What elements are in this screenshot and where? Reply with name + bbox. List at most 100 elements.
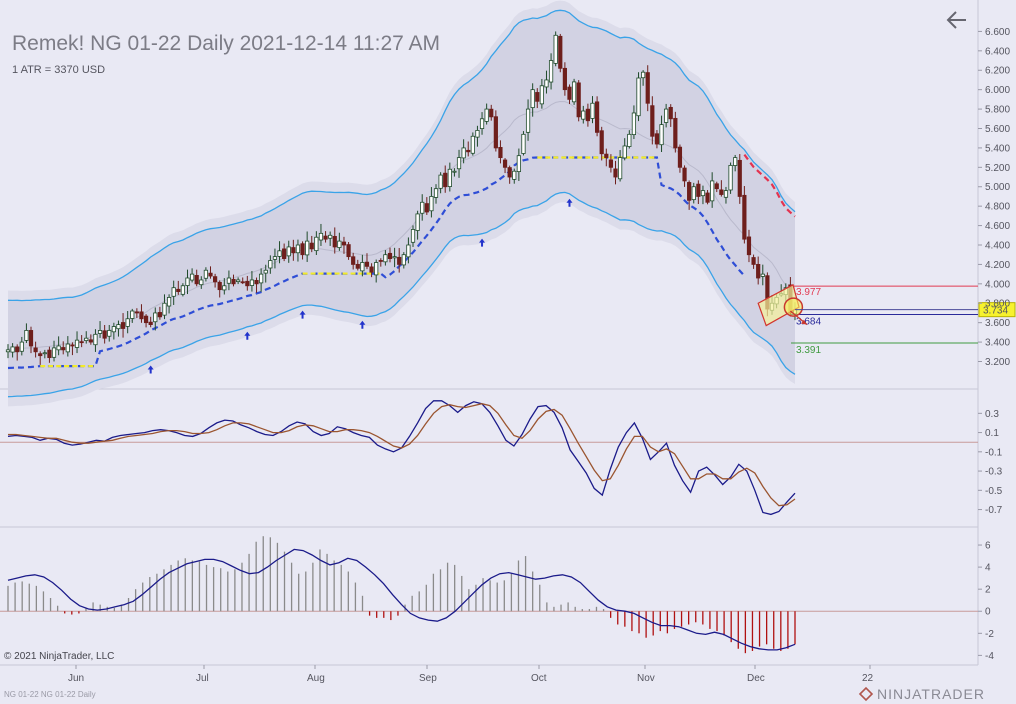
candle-body bbox=[751, 257, 756, 265]
candle-body bbox=[15, 346, 20, 353]
candle-body bbox=[120, 322, 126, 329]
candle-body bbox=[585, 108, 590, 122]
candle-body bbox=[429, 196, 434, 212]
candle-body bbox=[760, 273, 765, 277]
buy-signal-arrow bbox=[359, 320, 366, 329]
candle-body bbox=[461, 147, 466, 159]
candle-body bbox=[42, 352, 47, 355]
candle-body bbox=[346, 244, 351, 258]
price-tick-label: 5.600 bbox=[985, 124, 1010, 135]
candle-body bbox=[530, 89, 535, 109]
candle-body bbox=[240, 281, 245, 284]
candle-body bbox=[79, 341, 84, 344]
buy-signal-arrow bbox=[479, 238, 486, 247]
candle-body bbox=[521, 133, 526, 154]
candle-body bbox=[728, 164, 733, 191]
candle-body bbox=[291, 247, 296, 254]
price-tick-label: 3.600 bbox=[985, 318, 1010, 329]
candle-body bbox=[650, 105, 655, 137]
trailing-stop-down-line bbox=[743, 153, 796, 218]
candle-body bbox=[737, 159, 742, 197]
candle-body bbox=[539, 85, 544, 105]
candle-body bbox=[525, 108, 531, 133]
candle-body bbox=[443, 172, 448, 188]
candle-body bbox=[668, 106, 673, 120]
candle-body bbox=[263, 269, 268, 274]
candle-body bbox=[475, 130, 480, 138]
chart-title: Remek! NG 01-22 Daily 2021-12-14 11:27 A… bbox=[12, 32, 440, 55]
candle-body bbox=[226, 277, 232, 284]
candle-body bbox=[166, 297, 172, 307]
candle-body bbox=[300, 243, 305, 256]
price-tick-label: 5.400 bbox=[985, 143, 1010, 154]
candle-body bbox=[130, 310, 135, 319]
candle-body bbox=[438, 174, 443, 189]
candle-body bbox=[102, 330, 107, 339]
candle-body bbox=[558, 35, 563, 69]
candle-body bbox=[420, 201, 425, 214]
candle-body bbox=[286, 246, 291, 257]
candle-body bbox=[97, 330, 103, 334]
price-level-label: 3.977 bbox=[796, 287, 821, 298]
candle-body bbox=[406, 244, 411, 258]
brand-name: NINJATRADER bbox=[877, 686, 985, 702]
candle-body bbox=[282, 248, 287, 259]
price-tick-label: 6.600 bbox=[985, 27, 1010, 38]
x-tick-label: Jun bbox=[68, 673, 84, 684]
candle-body bbox=[185, 277, 190, 286]
candle-body bbox=[415, 213, 420, 231]
last-price-label: 3.734 bbox=[983, 306, 1008, 317]
candle-body bbox=[47, 349, 52, 359]
candle-body bbox=[608, 159, 614, 168]
candle-body bbox=[5, 349, 11, 353]
candle-body bbox=[208, 272, 213, 277]
candle-body bbox=[710, 180, 715, 202]
candle-body bbox=[687, 182, 692, 201]
candle-body bbox=[392, 256, 397, 259]
price-tick-label: 4.000 bbox=[985, 279, 1010, 290]
candle-body bbox=[153, 312, 158, 323]
candle-body bbox=[194, 275, 199, 285]
candle-body bbox=[604, 153, 609, 159]
lower-band-line bbox=[7, 191, 796, 398]
ninjatrader-logo-icon bbox=[858, 686, 874, 702]
price-tick-label: 3.400 bbox=[985, 338, 1010, 349]
candle-body bbox=[498, 147, 503, 159]
candle-body bbox=[622, 145, 627, 159]
candle-body bbox=[746, 236, 752, 256]
candle-body bbox=[143, 315, 149, 324]
candle-body bbox=[61, 347, 66, 351]
candle-body bbox=[254, 280, 259, 285]
candle-body bbox=[65, 343, 70, 353]
candle-body bbox=[337, 240, 342, 248]
candle-body bbox=[599, 130, 604, 155]
candle-body bbox=[700, 190, 706, 197]
x-tick-label: Aug bbox=[307, 673, 325, 684]
candle-body bbox=[157, 312, 162, 318]
candle-body bbox=[116, 324, 121, 330]
arrow-left-icon[interactable] bbox=[944, 11, 972, 29]
atr-label: 1 ATR = 3370 USD bbox=[12, 64, 105, 76]
candle-body bbox=[594, 101, 600, 133]
candle-body bbox=[397, 256, 402, 265]
candle-body bbox=[659, 124, 664, 146]
price-tick-label: 6.000 bbox=[985, 85, 1010, 96]
candle-body bbox=[51, 347, 57, 358]
candle-body bbox=[328, 234, 333, 239]
hist-tick-label: -2 bbox=[985, 629, 994, 640]
candle-body bbox=[544, 79, 549, 88]
hist-tick-label: -4 bbox=[985, 651, 994, 662]
hist-tick-label: 2 bbox=[985, 585, 991, 596]
histogram-panel bbox=[0, 536, 978, 654]
price-tick-label: 6.400 bbox=[985, 46, 1010, 57]
candle-body bbox=[231, 278, 236, 285]
candle-body bbox=[677, 146, 683, 168]
osc-tick-label: -0.7 bbox=[985, 505, 1003, 516]
instrument-label: NG 01-22 NG 01-22 Daily bbox=[4, 690, 96, 699]
osc-tick-label: 0.1 bbox=[985, 428, 999, 439]
x-tick-label: Nov bbox=[637, 673, 655, 684]
candle-body bbox=[277, 250, 282, 257]
candle-body bbox=[631, 112, 637, 136]
candle-body bbox=[562, 67, 567, 91]
